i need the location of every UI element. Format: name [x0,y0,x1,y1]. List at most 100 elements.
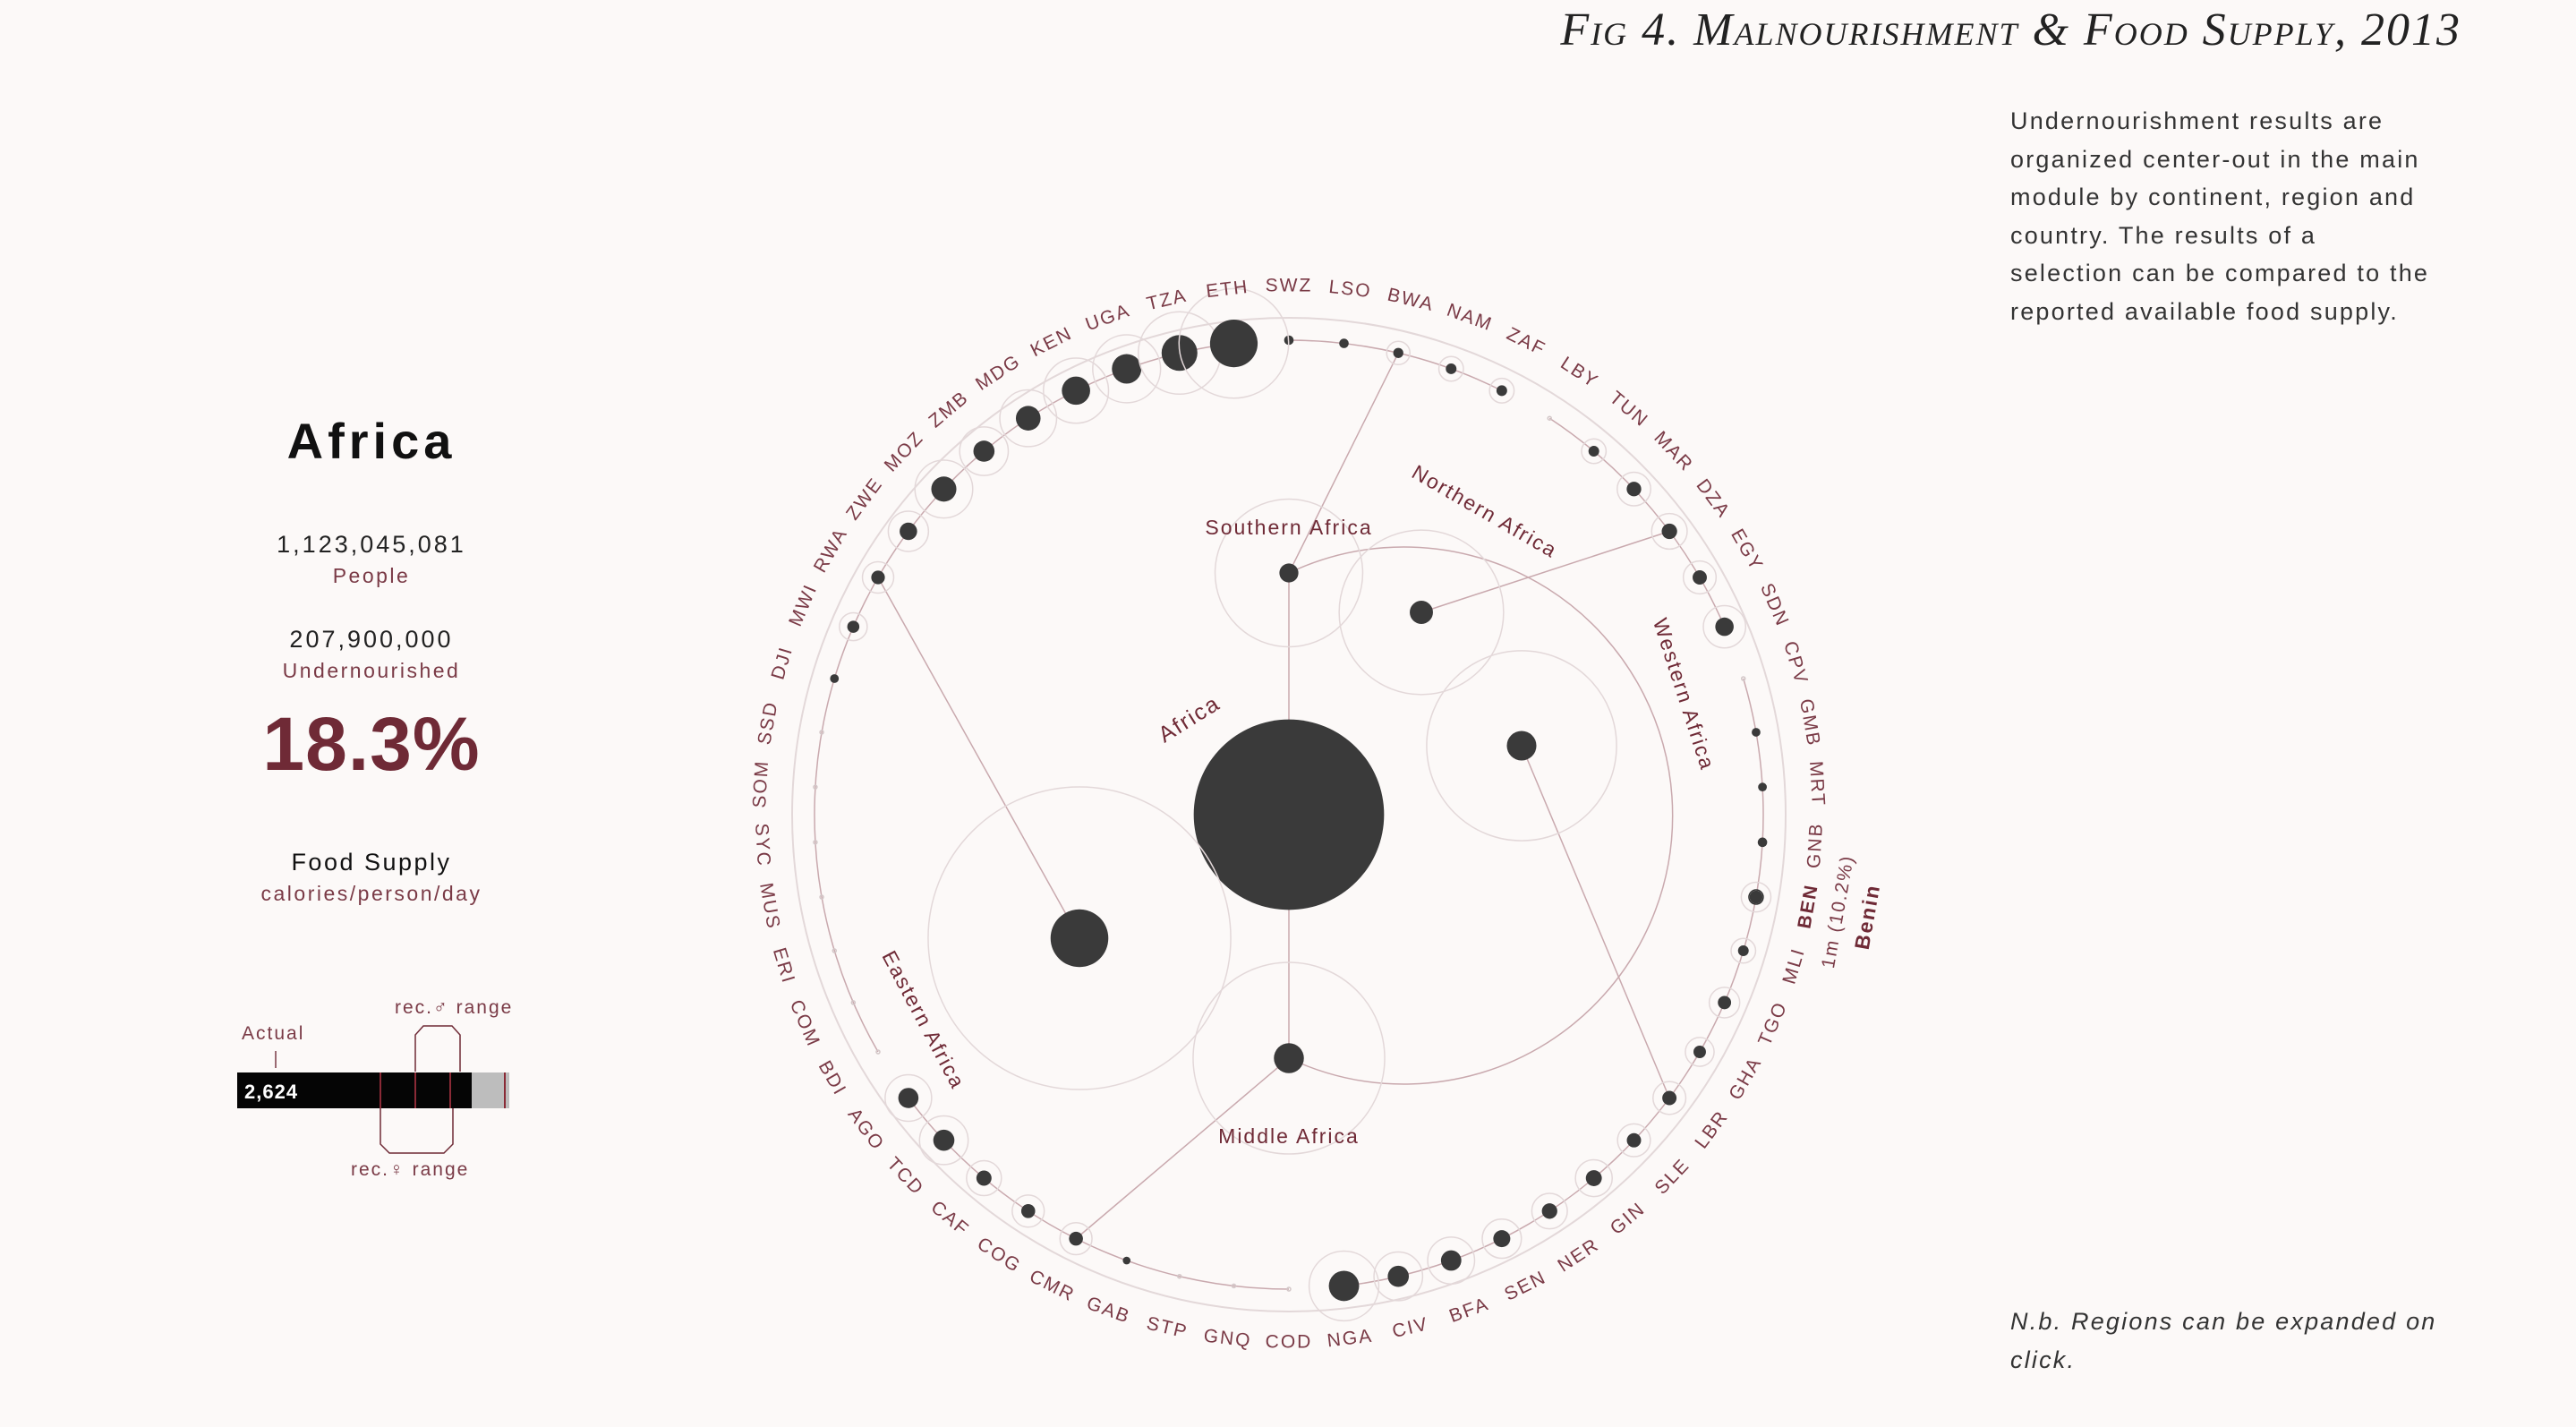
region-label: Southern Africa [1205,516,1372,539]
description-text: Undernourishment results are organized c… [2010,107,2430,325]
country-label: NER [1554,1235,1603,1277]
country-label: SYC [751,823,774,867]
country-bubble [1693,1046,1706,1058]
country-label: SEN [1501,1267,1549,1305]
country-bubble [1737,945,1749,956]
region-arc [814,342,1234,1053]
country-label: LBR [1691,1107,1732,1152]
country-bubble [1286,1286,1292,1292]
country-bubble [1661,523,1677,540]
region-label: Middle Africa [1218,1124,1360,1148]
region-label: Eastern Africa [877,947,969,1093]
country-ring [959,426,1010,476]
country-bubble [1626,482,1642,497]
country-ring [1178,287,1290,399]
country-ring [1702,604,1747,649]
country-bubble [1585,1170,1602,1186]
country-bubble [1015,406,1041,431]
country-bubble [1662,1090,1677,1106]
country-bubble [1496,385,1507,397]
country-label: LSO [1327,277,1372,302]
country-label: TZA [1145,286,1190,315]
continent-label: Africa [1154,690,1224,748]
country-bubble [1626,1132,1642,1148]
country-ring [1308,1250,1380,1322]
country-label: ERI [769,945,799,987]
continent-bubble [1193,719,1385,910]
female-range-bracket [380,1108,454,1154]
region-link [1288,352,1399,574]
country-ring [1574,1158,1613,1198]
country-label: SSD [754,699,781,746]
country-ring [1437,355,1464,382]
country-ring [861,560,895,594]
country-bubble [933,1129,955,1151]
country-label: CMR [1026,1266,1078,1306]
country-label: ZAF [1504,323,1549,360]
country-bubble [813,840,818,845]
country-bubble [1393,347,1403,358]
region-bubble [1274,1043,1304,1073]
country-label: NAM [1444,300,1495,336]
country-bubble [1752,728,1761,737]
country-ring [914,459,974,519]
country-ring [966,1159,1002,1197]
country-label: TCD [883,1153,927,1200]
country-bubble [875,1049,881,1055]
country-label: SLE [1651,1155,1693,1199]
country-label: BEN [1794,883,1821,931]
food-supply-unit: calories/person/day [260,882,482,905]
region-bubble [1506,731,1537,761]
actual-value: 2,624 [244,1081,298,1103]
country-bubble [1718,995,1732,1010]
country-bubble [832,948,838,953]
country-bubble [1541,1203,1557,1219]
country-ring [1481,1218,1523,1260]
country-label: GMB [1796,697,1824,748]
country-bubble [931,476,957,502]
country-ring [1011,1194,1045,1228]
country-bubble [1122,1256,1131,1265]
undernourished-percent: 18.3% [262,702,481,786]
country-bubble [1749,890,1763,904]
country-highlight-ring [1748,889,1764,905]
country-label: RWA [810,524,852,576]
country-bubble [1758,782,1767,792]
country-label: MRT [1805,760,1829,807]
country-ring [887,510,930,552]
country-bubble [1231,1283,1237,1289]
country-label: MOZ [881,427,928,475]
country-label: COG [974,1234,1026,1277]
highlight-name-label: Benin [1850,882,1884,951]
region-link [1420,530,1670,613]
country-label: GHA [1725,1053,1766,1103]
country-label: NGA [1326,1326,1374,1352]
country-bubble [1693,570,1707,585]
country-label: ETH [1205,277,1250,302]
actual-label: Actual [242,1023,304,1044]
country-label: COM [786,997,824,1051]
country-label: STP [1145,1313,1190,1343]
country-label: GAB [1084,1293,1133,1328]
region-bubble [1050,909,1109,968]
country-label: EGY [1727,526,1767,575]
region-arc [1343,678,1764,1287]
country-bubble [1020,1204,1036,1218]
supply-bar-actual [237,1072,472,1108]
country-bubble [1062,376,1090,406]
country-bubble [976,1170,992,1186]
country-label: SDN [1756,580,1793,629]
country-label: CIV [1390,1313,1430,1342]
country-ring [999,389,1058,448]
region-label: Western Africa [1649,615,1719,773]
region-link [1521,745,1670,1098]
country-ring [1682,560,1718,595]
country-label: UGA [1083,300,1133,335]
country-label: CAF [927,1197,974,1240]
region-label: Northern Africa [1408,460,1562,562]
country-ring [1685,1037,1715,1067]
country-bubble [900,522,917,541]
population-label: People [332,564,411,587]
country-label: DZA [1692,475,1734,522]
